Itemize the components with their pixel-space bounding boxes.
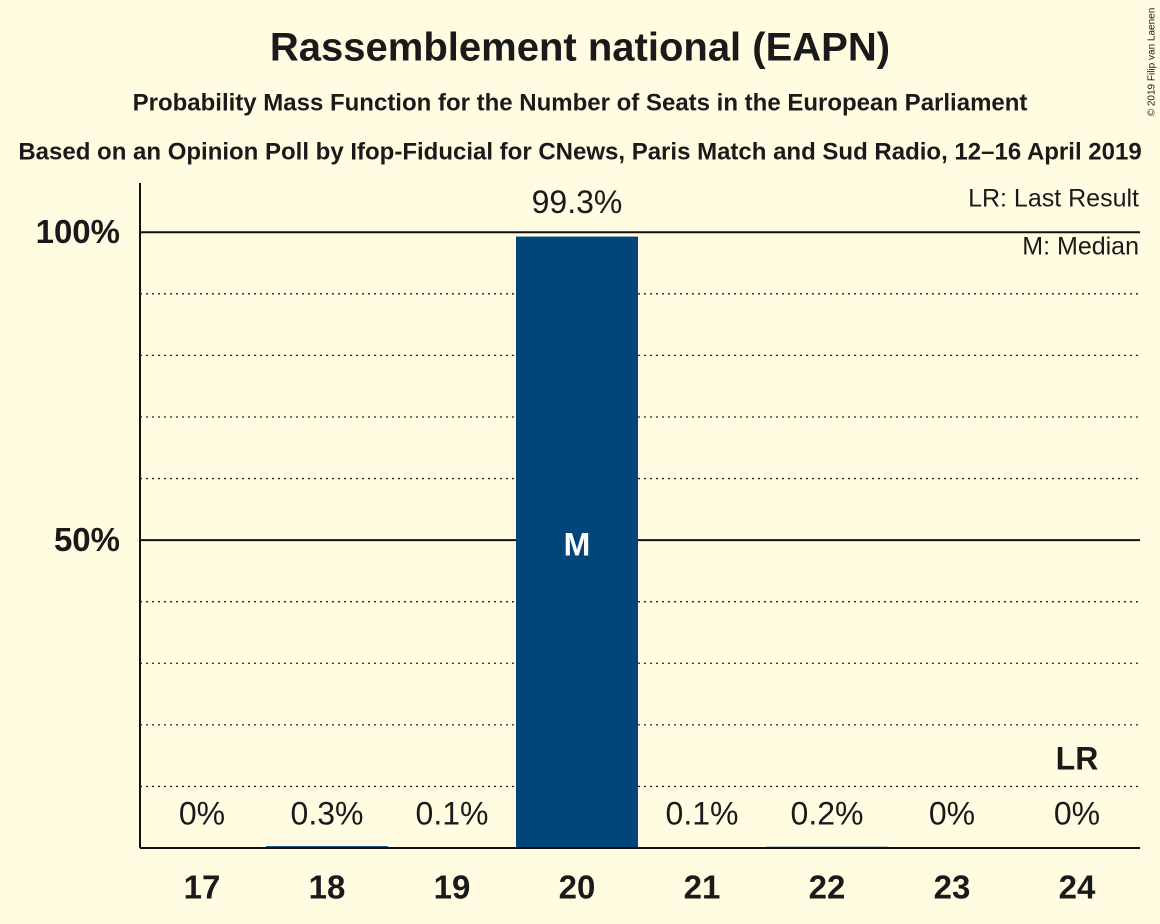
x-tick-label: 17 (184, 869, 221, 906)
value-label: 0.2% (791, 795, 864, 831)
value-label: 0.3% (291, 795, 364, 831)
value-label: 99.3% (532, 184, 623, 220)
value-label: 0% (1054, 795, 1100, 831)
x-tick-label: 24 (1059, 869, 1096, 906)
value-label: 0% (929, 795, 975, 831)
value-label: 0% (179, 795, 225, 831)
median-marker: M (564, 526, 591, 562)
value-label: 0.1% (666, 795, 739, 831)
x-tick-label: 23 (934, 869, 971, 906)
chart-source: Based on an Opinion Poll by Ifop-Fiducia… (18, 138, 1141, 165)
copyright: © 2019 Filip van Laenen (1147, 8, 1158, 117)
y-tick-label: 50% (54, 521, 120, 558)
grid-gap (512, 513, 516, 518)
x-tick-label: 20 (559, 869, 596, 906)
chart-subtitle: Probability Mass Function for the Number… (133, 89, 1028, 116)
legend-entry: LR: Last Result (968, 185, 1139, 213)
legend-entry: M: Median (1022, 233, 1139, 261)
x-tick-label: 19 (434, 869, 471, 906)
x-tick-label: 18 (309, 869, 346, 906)
bar (516, 236, 638, 848)
y-tick-label: 100% (36, 213, 120, 250)
grid-gap (638, 513, 642, 518)
value-label: 0.1% (416, 795, 489, 831)
x-tick-label: 21 (684, 869, 721, 906)
x-tick-label: 22 (809, 869, 846, 906)
last-result-marker: LR (1056, 740, 1099, 776)
chart-title: Rassemblement national (EAPN) (270, 26, 890, 70)
